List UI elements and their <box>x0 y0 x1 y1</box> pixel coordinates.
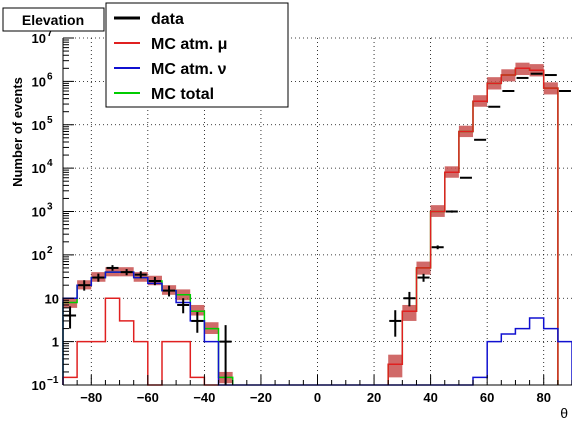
x-axis-title: θ <box>560 405 568 421</box>
y-tick-label: 1 <box>52 335 59 350</box>
y-tick-exponent: 7 <box>47 28 53 39</box>
chart-title: Elevation <box>22 12 84 28</box>
title-box-frame <box>2 7 105 32</box>
y-tick-label: 10 <box>32 161 46 176</box>
legend-label: MC atm. ν <box>151 61 227 78</box>
mc-atm-mu-line <box>62 67 559 386</box>
x-tick-label: 20 <box>367 390 381 405</box>
y-tick-exponent: 6 <box>47 71 53 82</box>
y-tick-exponent: 2 <box>47 245 53 256</box>
x-tick-label: −20 <box>250 390 272 405</box>
legend: data MC atm. μ MC atm. ν MC total <box>105 2 289 108</box>
legend-entry: MC atm. μ <box>114 36 227 53</box>
x-tick-label: 40 <box>423 390 437 405</box>
y-axis-title: Number of events <box>10 77 25 187</box>
x-tick-labels: −80 −60 −40 −20 0 20 40 60 80 <box>80 390 551 405</box>
y-tick-label: 10 <box>32 378 46 393</box>
y-tick-label: 10 <box>32 205 46 220</box>
legend-label: data <box>151 11 184 28</box>
legend-entry: MC atm. ν <box>114 61 227 78</box>
series-layer <box>62 62 572 386</box>
y-tick-exponent: 4 <box>47 158 53 169</box>
x-tick-label: 80 <box>536 390 550 405</box>
tick-marks <box>62 37 572 386</box>
y-tick-label: 10 <box>32 248 46 263</box>
y-tick-exponent: 5 <box>47 115 53 126</box>
y-tick-exponent: −1 <box>47 375 59 386</box>
mc-total-band-bin <box>402 304 417 321</box>
mc-total-band-bin <box>388 354 403 378</box>
legend-entry: MC total <box>114 86 214 103</box>
title-box: Elevation <box>2 7 105 32</box>
y-tick-label: 10 <box>32 74 46 89</box>
data-points <box>64 72 571 385</box>
y-tick-label: 10 <box>45 291 59 306</box>
x-tick-label: −80 <box>80 390 102 405</box>
y-tick-exponent: 3 <box>47 202 53 213</box>
mc-total-band-bin <box>190 304 205 316</box>
x-tick-label: 0 <box>314 390 321 405</box>
x-tick-label: −60 <box>137 390 159 405</box>
x-tick-label: −40 <box>193 390 215 405</box>
y-tick-label: 10 <box>32 118 46 133</box>
legend-frame <box>105 2 289 108</box>
legend-label: MC atm. μ <box>151 36 227 53</box>
y-tick-label: 10 <box>32 31 46 46</box>
legend-label: MC total <box>151 86 214 103</box>
x-tick-label: 60 <box>480 390 494 405</box>
legend-entry: data <box>114 11 184 28</box>
